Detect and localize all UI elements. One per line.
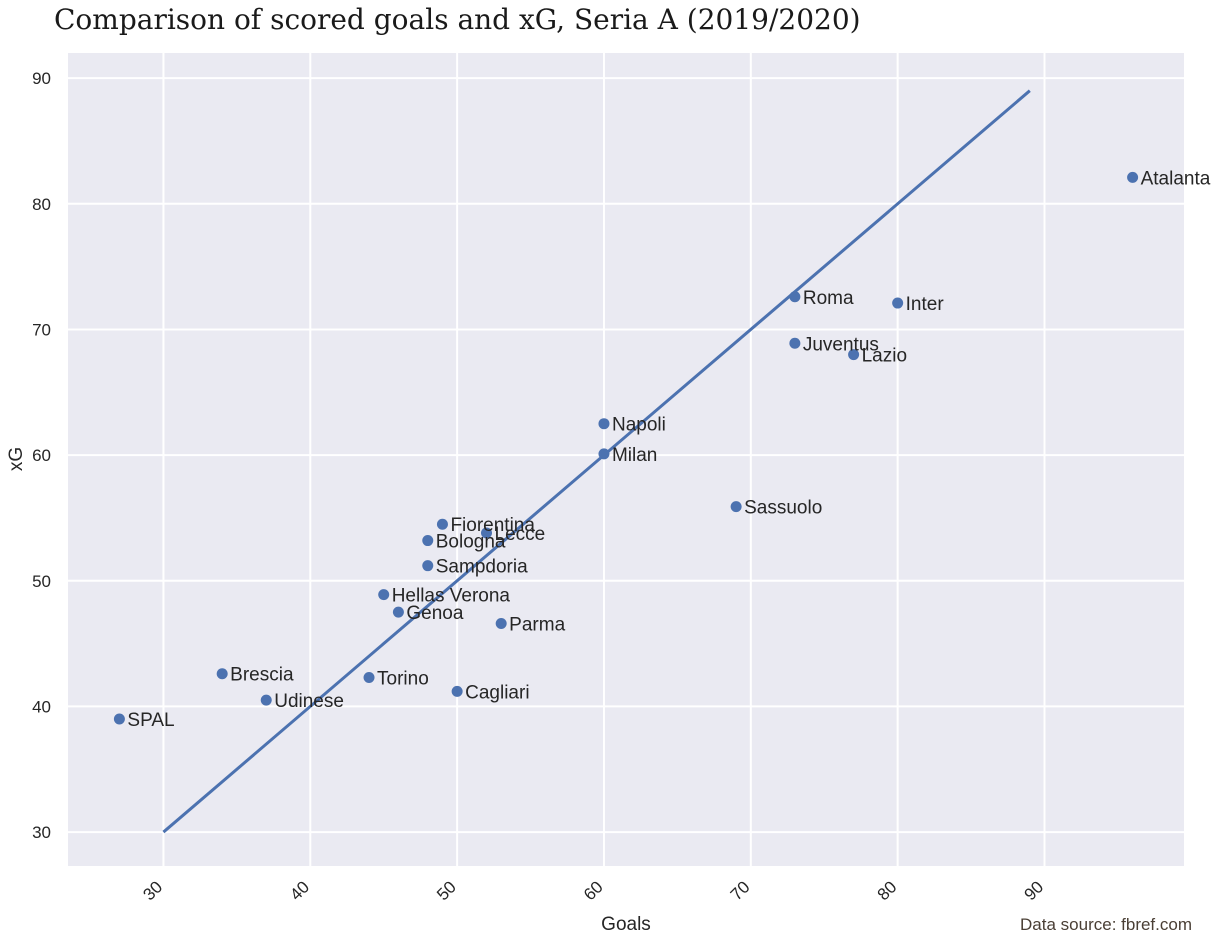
- data-point: [451, 685, 463, 697]
- y-axis-label: xG: [6, 447, 27, 471]
- y-tick-label: 50: [32, 572, 51, 591]
- point-label: Roma: [803, 288, 854, 309]
- point-label: Milan: [612, 445, 657, 466]
- x-tick-label: 70: [727, 877, 754, 904]
- y-tick-label: 80: [32, 195, 51, 214]
- data-point: [378, 589, 390, 601]
- data-point: [892, 297, 904, 309]
- x-axis-label: Goals: [601, 914, 651, 935]
- data-point: [422, 560, 434, 572]
- data-point: [1127, 171, 1139, 183]
- data-point: [436, 518, 448, 530]
- point-label: Udinese: [274, 691, 344, 712]
- point-label: Hellas Verona: [392, 586, 511, 607]
- data-point: [216, 668, 228, 680]
- x-tick-label: 30: [139, 877, 166, 904]
- point-label: Genoa: [406, 603, 463, 624]
- data-point: [495, 617, 507, 629]
- y-tick-label: 30: [32, 823, 51, 842]
- point-label: Torino: [377, 669, 429, 690]
- chart-title: Comparison of scored goals and xG, Seria…: [54, 3, 861, 36]
- data-point: [789, 291, 801, 303]
- data-point: [422, 535, 434, 547]
- point-label: SPAL: [127, 710, 174, 731]
- x-tick-label: 60: [580, 877, 607, 904]
- point-label: Atalanta: [1141, 168, 1211, 189]
- data-point: [392, 606, 404, 618]
- point-label: Sampdoria: [436, 557, 528, 578]
- data-point: [260, 694, 272, 706]
- data-points: [113, 171, 1139, 725]
- data-point: [598, 418, 610, 430]
- grid-lines: [68, 53, 1184, 866]
- point-label: Lecce: [495, 524, 546, 545]
- data-point: [363, 672, 375, 684]
- data-source: Data source: fbref.com: [1020, 915, 1192, 934]
- data-point: [113, 713, 125, 725]
- point-label: Cagliari: [465, 682, 529, 703]
- point-label: Bologna: [436, 532, 506, 553]
- x-tick-label: 90: [1021, 877, 1048, 904]
- y-tick-label: 40: [32, 697, 51, 716]
- x-tick-label: 40: [286, 877, 313, 904]
- data-point: [789, 337, 801, 349]
- point-label: Napoli: [612, 415, 666, 436]
- plot-area: [68, 53, 1184, 866]
- point-label: Inter: [906, 294, 945, 315]
- y-tick-label: 70: [32, 320, 51, 339]
- point-label: Brescia: [230, 665, 294, 686]
- x-tick-label: 50: [433, 877, 460, 904]
- y-tick-label: 60: [32, 446, 51, 465]
- reference-line-group: [162, 89, 1031, 834]
- y-tick-label: 90: [32, 69, 51, 88]
- data-point: [598, 448, 610, 460]
- point-label: Lazio: [862, 346, 907, 367]
- point-label: Juventus: [803, 334, 879, 355]
- data-point: [730, 501, 742, 513]
- point-label: Fiorentina: [450, 515, 535, 536]
- point-label: Sassuolo: [744, 498, 822, 519]
- x-tick-label: 80: [874, 877, 901, 904]
- data-point: [848, 349, 860, 361]
- reference-line: [162, 89, 1031, 834]
- point-label: Parma: [509, 614, 565, 635]
- data-point: [481, 527, 492, 539]
